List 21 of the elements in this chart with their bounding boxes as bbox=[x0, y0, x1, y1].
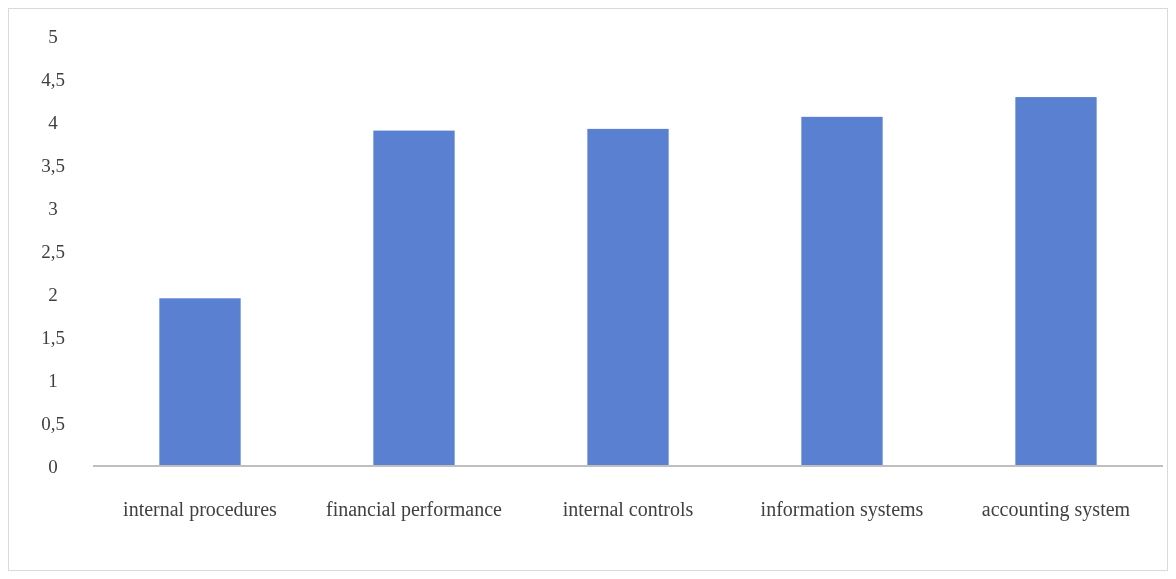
y-tick-label: 1 bbox=[48, 369, 58, 391]
x-tick-label: accounting system bbox=[981, 498, 1131, 521]
y-tick-label: 4 bbox=[48, 111, 59, 133]
y-tick-label: 2 bbox=[48, 283, 58, 305]
y-tick-label: 3,5 bbox=[41, 154, 65, 176]
y-tick-label: 4,5 bbox=[41, 68, 65, 90]
y-tick-label: 3 bbox=[48, 197, 58, 219]
y-tick-label: 1,5 bbox=[41, 326, 65, 348]
bar bbox=[801, 116, 883, 466]
x-tick-label: internal controls bbox=[562, 498, 694, 520]
y-tick-label: 0 bbox=[48, 455, 58, 477]
bar bbox=[373, 130, 455, 466]
y-tick-label: 2,5 bbox=[41, 240, 65, 262]
bar bbox=[159, 298, 241, 466]
x-tick-label: information systems bbox=[760, 498, 924, 521]
x-tick-label: financial performance bbox=[325, 498, 503, 521]
bar bbox=[1015, 97, 1097, 466]
bar bbox=[587, 128, 669, 466]
x-tick-label: internal procedures bbox=[123, 498, 278, 521]
y-tick-label: 0,5 bbox=[41, 412, 65, 434]
y-tick-label: 5 bbox=[48, 25, 58, 47]
